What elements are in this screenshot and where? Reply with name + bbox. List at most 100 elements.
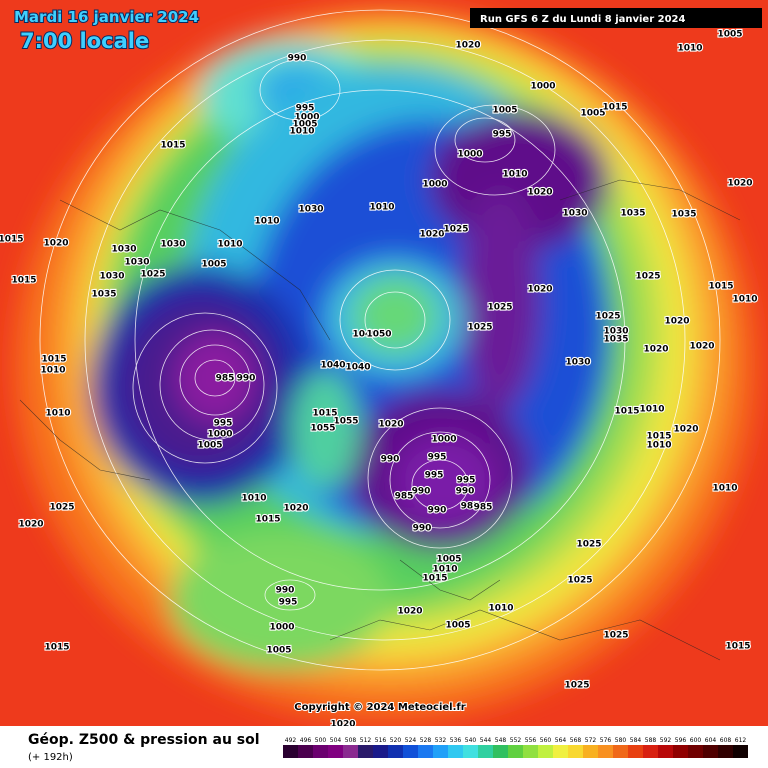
scale-label: 612 (735, 737, 747, 744)
isobar-label: 1010 (369, 203, 394, 213)
isobar-label: 1020 (664, 317, 689, 327)
isobar-label: 1000 (269, 623, 294, 633)
field (0, 0, 768, 726)
scale-label: 528 (420, 737, 432, 744)
isobar-label: 1015 (41, 355, 66, 365)
isobar-label: 1030 (562, 209, 587, 219)
isobar-label: 1010 (646, 441, 671, 451)
isobar-label: 1050 (366, 330, 391, 340)
footer-subtitle: (+ 192h) (28, 752, 73, 763)
scale-label: 560 (540, 737, 552, 744)
scale-swatch (298, 745, 313, 758)
scale-swatch (313, 745, 328, 758)
isobar-label: 1010 (289, 127, 314, 137)
isobar-label: 985 (395, 492, 414, 502)
color-scale: 492 496 500 504 508 512 516 520 524 528 532 536 540 5… (283, 737, 748, 758)
isobar-label: 1020 (43, 239, 68, 249)
isobar-label: 1025 (467, 323, 492, 333)
isobar-label: 985 (474, 503, 493, 513)
isobar-label: 990 (288, 54, 307, 64)
isobar-label: 1015 (708, 282, 733, 292)
scale-label: 576 (600, 737, 612, 744)
isobar-label: 1010 (712, 484, 737, 494)
isobar-label: 1010 (40, 366, 65, 376)
isobar-label: 1025 (140, 270, 165, 280)
isobar-label: 1015 (0, 235, 24, 245)
isobar-label: 1020 (283, 504, 308, 514)
scale-label: 524 (405, 737, 417, 744)
isobar-label: 1005 (445, 621, 470, 631)
forecast-time: 7:00 locale (20, 29, 149, 53)
isobar-label: 1010 (241, 494, 266, 504)
isobar-label: 1020 (419, 230, 444, 240)
scale-label: 568 (570, 737, 582, 744)
scale-label: 504 (330, 737, 342, 744)
scale-swatch (403, 745, 418, 758)
scale-swatch (418, 745, 433, 758)
isobar-label: 1020 (455, 41, 480, 51)
scale-label: 584 (630, 737, 642, 744)
isobar-label: 1030 (124, 258, 149, 268)
isobar-label: 1025 (487, 303, 512, 313)
isobar-label: 1020 (397, 607, 422, 617)
isobar-label: 1005 (492, 106, 517, 116)
scale-swatch (433, 745, 448, 758)
isobar-label: 995 (425, 471, 444, 481)
isobar-label: 1025 (564, 681, 589, 691)
isobar-label: 1010 (677, 44, 702, 54)
isobar-label: 1020 (378, 420, 403, 430)
scale-swatch (658, 745, 673, 758)
scale-label: 544 (480, 737, 492, 744)
scale-swatch (568, 745, 583, 758)
isobar-label: 985 (216, 374, 235, 384)
isobar-label: 1010 (502, 170, 527, 180)
isobar-label: 990 (276, 586, 295, 596)
isobar-label: 995 (457, 476, 476, 486)
isobar-label: 1025 (635, 272, 660, 282)
isobar-label: 1000 (457, 150, 482, 160)
isobar-label: 995 (279, 598, 298, 608)
isobar-label: 1020 (673, 425, 698, 435)
isobar-label: 1010 (217, 240, 242, 250)
isobar-label: 1030 (565, 358, 590, 368)
isobar-label: 1005 (266, 646, 291, 656)
isobar-label: 1040 (320, 361, 345, 371)
scale-swatch (673, 745, 688, 758)
scale-swatch (628, 745, 643, 758)
scale-label: 496 (300, 737, 312, 744)
isobar-label: 1055 (310, 424, 335, 434)
isobar-label: 1015 (646, 432, 671, 442)
isobar-label: 1035 (603, 335, 628, 345)
coastlines (19, 179, 741, 661)
scale-swatch (733, 745, 748, 758)
scale-label: 512 (360, 737, 372, 744)
isobar-label: 1015 (160, 141, 185, 151)
scale-label: 596 (675, 737, 687, 744)
isobar-label: 1000 (422, 180, 447, 190)
isobar-label: 1025 (49, 503, 74, 513)
scale-label: 532 (435, 737, 447, 744)
isobar-label: 1030 (99, 272, 124, 282)
isobar-label: 1010 (45, 409, 70, 419)
isobar-label: 1010 (254, 217, 279, 227)
scale-swatch (553, 745, 568, 758)
scale-label: 572 (585, 737, 597, 744)
isobar-label: 1030 (160, 240, 185, 250)
isobar-label: 1015 (255, 515, 280, 525)
isobar-label: 1035 (671, 210, 696, 220)
scale-swatch (448, 745, 463, 758)
isobar-label: 1015 (312, 409, 337, 419)
scale-label: 588 (645, 737, 657, 744)
scale-swatch (688, 745, 703, 758)
scale-swatch (328, 745, 343, 758)
isobar-label: 995 (296, 104, 315, 114)
scale-label: 564 (555, 737, 567, 744)
isobar-label: 1000 (530, 82, 555, 92)
isobar-label: 1030 (111, 245, 136, 255)
isobar-label: 1000 (207, 430, 232, 440)
isobar-label: 1005 (197, 441, 222, 451)
scale-swatch (343, 745, 358, 758)
isobar-label: 1020 (643, 345, 668, 355)
